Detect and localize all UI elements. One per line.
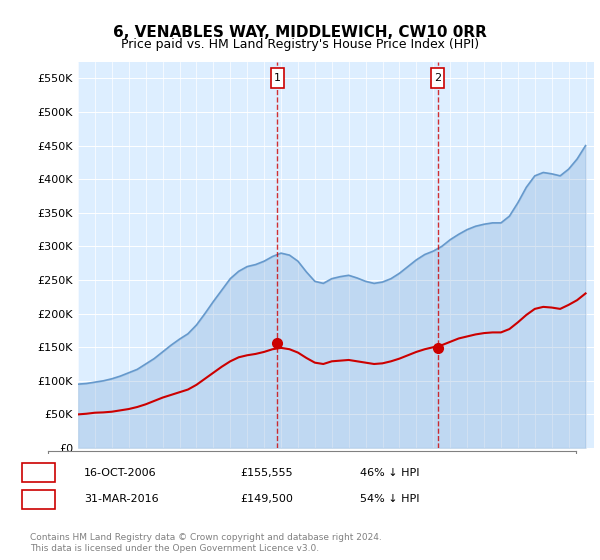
- Text: 46% ↓ HPI: 46% ↓ HPI: [360, 468, 419, 478]
- Text: 6, VENABLES WAY, MIDDLEWICH, CW10 0RR (detached house): 6, VENABLES WAY, MIDDLEWICH, CW10 0RR (d…: [112, 465, 436, 475]
- Text: £155,555: £155,555: [240, 468, 293, 478]
- Text: HPI: Average price, detached house, Cheshire East: HPI: Average price, detached house, Ches…: [112, 494, 376, 504]
- FancyBboxPatch shape: [22, 463, 55, 482]
- FancyBboxPatch shape: [271, 68, 284, 88]
- Text: Price paid vs. HM Land Registry's House Price Index (HPI): Price paid vs. HM Land Registry's House …: [121, 38, 479, 50]
- FancyBboxPatch shape: [431, 68, 444, 88]
- Text: 31-MAR-2016: 31-MAR-2016: [84, 494, 158, 505]
- Text: 1: 1: [35, 468, 42, 478]
- Text: 1: 1: [274, 73, 281, 83]
- Text: 54% ↓ HPI: 54% ↓ HPI: [360, 494, 419, 505]
- FancyBboxPatch shape: [22, 490, 55, 509]
- Text: 16-OCT-2006: 16-OCT-2006: [84, 468, 157, 478]
- Text: Contains HM Land Registry data © Crown copyright and database right 2024.
This d: Contains HM Land Registry data © Crown c…: [30, 533, 382, 553]
- Text: 2: 2: [35, 494, 42, 505]
- Text: 6, VENABLES WAY, MIDDLEWICH, CW10 0RR: 6, VENABLES WAY, MIDDLEWICH, CW10 0RR: [113, 25, 487, 40]
- Text: 2: 2: [434, 73, 441, 83]
- Text: £149,500: £149,500: [240, 494, 293, 505]
